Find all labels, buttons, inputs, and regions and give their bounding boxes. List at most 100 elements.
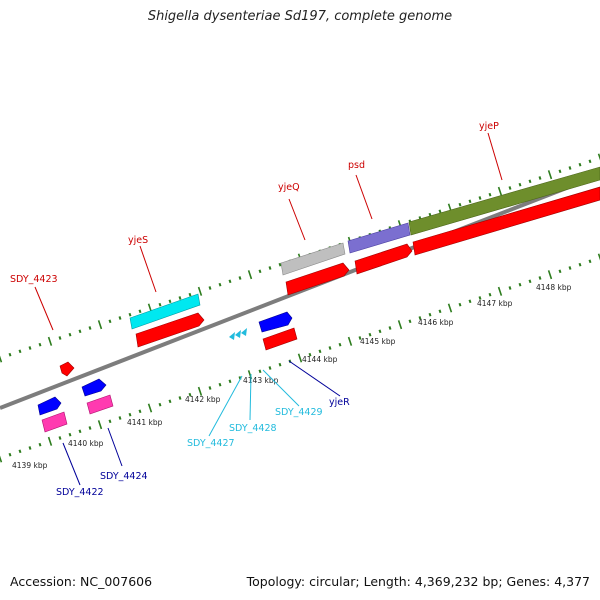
minor-tick bbox=[78, 329, 82, 334]
minor-tick bbox=[438, 309, 442, 314]
gene-label: SDY_4423 bbox=[10, 274, 58, 285]
minor-tick bbox=[138, 409, 142, 414]
gene-SDY_4422-cds[interactable] bbox=[37, 396, 62, 416]
minor-tick bbox=[118, 316, 122, 320]
minor-tick bbox=[578, 162, 582, 167]
minor-tick bbox=[558, 169, 562, 174]
kbp-label: 4139 kbp bbox=[12, 461, 48, 470]
kbp-label: 4146 kbp bbox=[418, 318, 454, 327]
gene-label: yjeP bbox=[479, 121, 499, 132]
major-tick bbox=[97, 420, 103, 430]
kbp-label: 4141 kbp bbox=[127, 418, 163, 427]
minor-tick bbox=[528, 279, 532, 284]
gene-SDY_4423-cds[interactable] bbox=[59, 361, 75, 377]
minor-tick bbox=[578, 262, 582, 267]
minor-tick bbox=[118, 416, 122, 420]
gene-yjeR-red[interactable] bbox=[262, 327, 298, 351]
minor-tick bbox=[378, 329, 382, 334]
minor-tick bbox=[168, 299, 172, 304]
minor-tick bbox=[478, 296, 482, 300]
minor-tick bbox=[588, 259, 592, 264]
gene-SDY_4429-arrow[interactable] bbox=[241, 328, 247, 336]
minor-tick bbox=[588, 159, 592, 164]
minor-tick bbox=[458, 302, 462, 307]
genome-backbone bbox=[0, 173, 600, 410]
minor-tick bbox=[518, 182, 522, 187]
minor-tick bbox=[188, 392, 192, 397]
minor-tick bbox=[558, 269, 562, 274]
reverse-features bbox=[37, 311, 298, 433]
label-leaders bbox=[34, 132, 503, 486]
kbp-scale-labels: 4139 kbp 4140 kbp 4141 kbp 4142 kbp 4143… bbox=[12, 283, 572, 470]
major-tick bbox=[397, 320, 403, 330]
gene-SDY_4427-arrow[interactable] bbox=[229, 332, 235, 340]
gene-yjeR-cds[interactable] bbox=[258, 311, 293, 333]
gene-label: SDY_4427 bbox=[187, 438, 235, 449]
kbp-label: 4140 kbp bbox=[68, 439, 104, 448]
gene-psd-cds[interactable] bbox=[354, 243, 413, 275]
minor-tick bbox=[88, 326, 92, 330]
minor-tick bbox=[268, 366, 272, 370]
minor-tick bbox=[538, 276, 542, 280]
major-tick bbox=[47, 436, 53, 446]
major-tick bbox=[597, 153, 600, 161]
gene-yjeP-cds[interactable] bbox=[412, 186, 600, 256]
minor-tick bbox=[208, 286, 212, 290]
minor-tick bbox=[8, 352, 12, 357]
minor-tick bbox=[388, 326, 392, 330]
minor-tick bbox=[128, 312, 132, 317]
gene-SDY_4422-pink[interactable] bbox=[41, 411, 68, 433]
major-tick bbox=[47, 336, 53, 346]
minor-tick bbox=[488, 192, 492, 197]
minor-tick bbox=[88, 426, 92, 430]
kbp-label: 4143 kbp bbox=[243, 376, 279, 385]
minor-tick bbox=[368, 332, 372, 337]
minor-tick bbox=[458, 202, 462, 207]
minor-tick bbox=[168, 399, 172, 404]
gene-yjeS-bar[interactable] bbox=[129, 293, 201, 330]
gene-SDY_4428-arrow[interactable] bbox=[235, 330, 241, 338]
minor-tick bbox=[228, 379, 232, 384]
minor-tick bbox=[328, 346, 332, 350]
minor-tick bbox=[318, 349, 322, 354]
minor-tick bbox=[68, 332, 72, 337]
minor-tick bbox=[508, 186, 512, 190]
gene-yjeQ-cds[interactable] bbox=[285, 262, 350, 296]
minor-tick bbox=[308, 352, 312, 357]
gene-yjeQ-bar[interactable] bbox=[280, 242, 346, 276]
minor-tick bbox=[38, 442, 42, 447]
minor-tick bbox=[228, 279, 232, 284]
gene-label: SDY_4422 bbox=[56, 487, 104, 498]
minor-tick bbox=[418, 316, 422, 320]
gene-label: yjeQ bbox=[278, 182, 300, 193]
minor-tick bbox=[188, 292, 192, 297]
gene-yjeS-cds[interactable] bbox=[135, 312, 205, 348]
minor-tick bbox=[528, 179, 532, 184]
minor-tick bbox=[278, 362, 282, 367]
minor-tick bbox=[218, 282, 222, 287]
minor-tick bbox=[178, 296, 182, 300]
minor-tick bbox=[538, 176, 542, 180]
minor-tick bbox=[58, 336, 62, 340]
gene-SDY_4424-cds[interactable] bbox=[81, 378, 107, 397]
minor-tick bbox=[278, 262, 282, 267]
minor-tick bbox=[488, 292, 492, 297]
gene-SDY_4424-pink[interactable] bbox=[86, 394, 114, 415]
minor-tick bbox=[208, 386, 212, 390]
genome-summary-text: Topology: circular; Length: 4,369,232 bp… bbox=[246, 574, 590, 589]
minor-tick bbox=[568, 166, 572, 170]
minor-tick bbox=[78, 429, 82, 434]
minor-tick bbox=[18, 449, 22, 454]
minor-tick bbox=[338, 342, 342, 347]
minor-tick bbox=[518, 282, 522, 287]
gene-yjeP-bar[interactable] bbox=[408, 166, 600, 236]
minor-tick bbox=[218, 382, 222, 387]
minor-tick bbox=[238, 276, 242, 280]
minor-tick bbox=[38, 342, 42, 347]
minor-tick bbox=[428, 312, 432, 317]
minor-tick bbox=[438, 209, 442, 214]
major-tick bbox=[97, 320, 103, 330]
gene-psd-bar[interactable] bbox=[347, 222, 411, 254]
kbp-label: 4144 kbp bbox=[302, 355, 338, 364]
minor-tick bbox=[468, 299, 472, 304]
